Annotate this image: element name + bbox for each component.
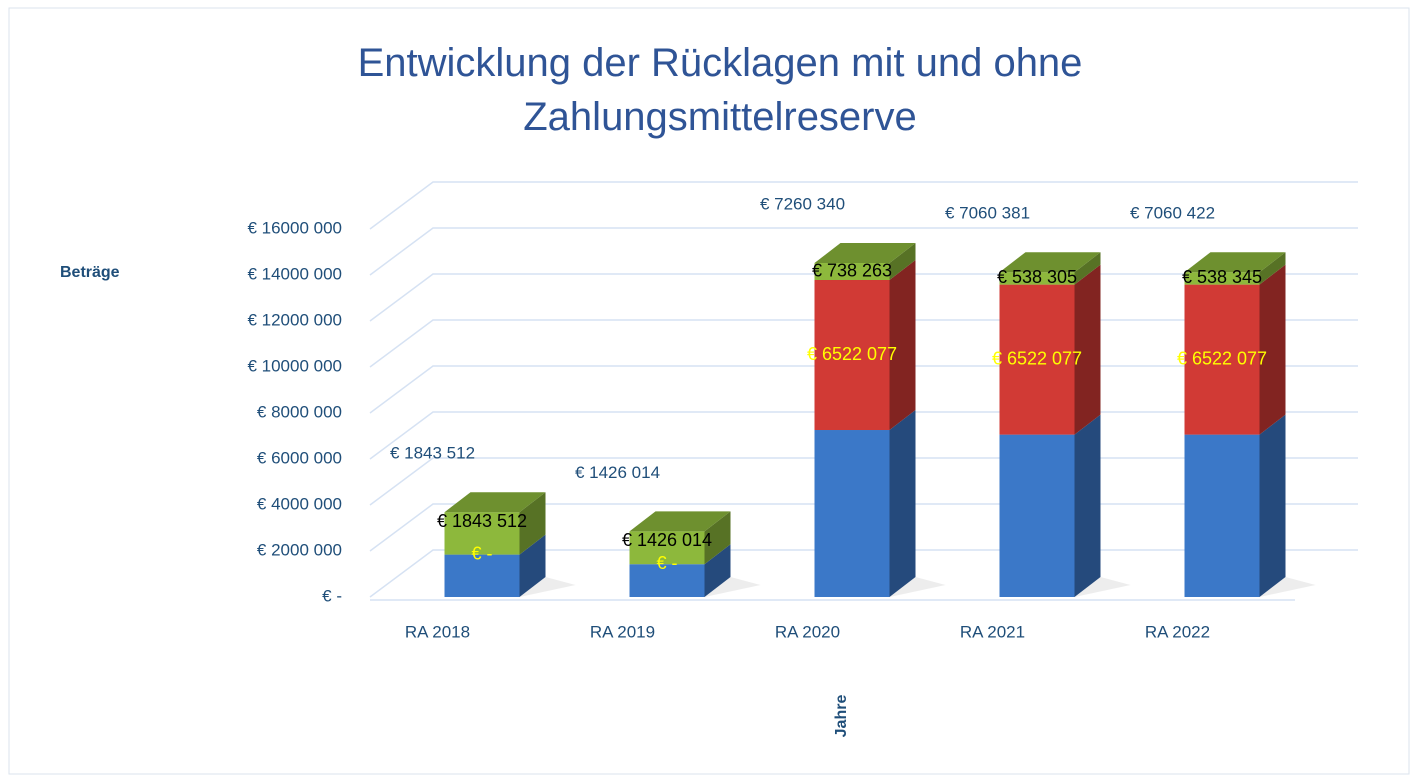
y-tick-label: € 16000 000 <box>247 218 342 237</box>
bar-segment <box>629 511 731 565</box>
data-label: € 1843 512 <box>437 511 527 531</box>
bar-side <box>1074 252 1101 285</box>
bar-side <box>1074 264 1101 435</box>
x-tick-label: RA 2021 <box>960 622 1025 641</box>
bar-front <box>814 430 890 597</box>
bar-side <box>1074 414 1101 597</box>
bar-top <box>1184 252 1286 273</box>
bar-segment <box>1184 252 1286 285</box>
y-tick-label: € - <box>322 586 342 605</box>
data-label: € 6522 077 <box>992 348 1082 368</box>
bar-segment <box>444 492 546 555</box>
data-label: € 1426 014 <box>622 530 712 550</box>
bar-front <box>999 434 1075 597</box>
bar-front <box>1184 284 1260 435</box>
y-tick-label: € 2000 000 <box>257 540 342 559</box>
bar-front <box>814 263 890 281</box>
bar-side <box>519 534 546 597</box>
y-axis-title: Beträge <box>60 264 120 281</box>
bar-segment <box>999 264 1101 435</box>
bar-side <box>889 260 916 431</box>
x-tick-label: RA 2019 <box>590 622 655 641</box>
x-tick-label: RA 2020 <box>775 622 840 641</box>
data-label: € 1843 512 <box>390 444 475 463</box>
y-tick-label: € 12000 000 <box>247 310 342 329</box>
bar-segment <box>999 414 1101 597</box>
bar-front <box>814 280 890 431</box>
grid-line <box>369 181 1358 230</box>
bar-front <box>1184 434 1260 597</box>
bar-front <box>629 564 705 597</box>
bar-front <box>1184 272 1260 285</box>
bar-front <box>444 554 520 597</box>
y-tick-label: € 10000 000 <box>247 356 342 375</box>
bar-top <box>629 511 731 532</box>
bar-segment <box>814 243 916 281</box>
bar-segment <box>999 252 1101 285</box>
data-label: € 7260 340 <box>760 195 845 214</box>
bar-segment <box>814 260 916 431</box>
bar-side <box>704 544 731 597</box>
x-tick-label: RA 2018 <box>405 622 470 641</box>
x-tick-label: RA 2022 <box>1145 622 1210 641</box>
bar-side <box>704 511 731 565</box>
bar-side <box>1259 252 1286 285</box>
data-label: € 1426 014 <box>575 463 660 482</box>
y-tick-label: € 6000 000 <box>257 448 342 467</box>
data-label: € 538 345 <box>1182 267 1262 287</box>
bar-segment <box>1184 414 1286 597</box>
data-label: € 738 263 <box>812 260 892 280</box>
bar-segment <box>444 534 546 597</box>
data-label: € 538 305 <box>997 267 1077 287</box>
bar-segment <box>629 544 731 597</box>
chart-title: Entwicklung der Rücklagen mit und ohne Z… <box>357 41 1083 139</box>
y-tick-label: € 4000 000 <box>257 494 342 513</box>
data-label: € 7060 422 <box>1130 204 1215 223</box>
chart-border <box>8 7 1410 775</box>
bar-segment <box>814 410 916 597</box>
bar-front <box>629 531 705 565</box>
data-label: € - <box>656 553 677 573</box>
bar-top <box>999 252 1101 273</box>
bar-side <box>519 492 546 555</box>
bar-side <box>889 243 916 281</box>
bar-front <box>444 512 520 555</box>
bar-segment <box>1184 264 1286 435</box>
y-tick-label: € 14000 000 <box>247 264 342 283</box>
bar-front <box>999 272 1075 285</box>
grid-line <box>369 227 1358 276</box>
bar-side <box>1259 264 1286 435</box>
bar-front <box>999 284 1075 435</box>
bar-top <box>814 243 916 264</box>
x-axis-title: Jahre <box>833 695 850 738</box>
data-label: € - <box>471 543 492 563</box>
y-tick-label: € 8000 000 <box>257 402 342 421</box>
data-label: € 7060 381 <box>945 204 1030 223</box>
data-label: € 6522 077 <box>807 344 897 364</box>
data-label: € 6522 077 <box>1177 348 1267 368</box>
bar-side <box>1259 414 1286 597</box>
bar-side <box>889 410 916 597</box>
bar-top <box>444 492 546 513</box>
